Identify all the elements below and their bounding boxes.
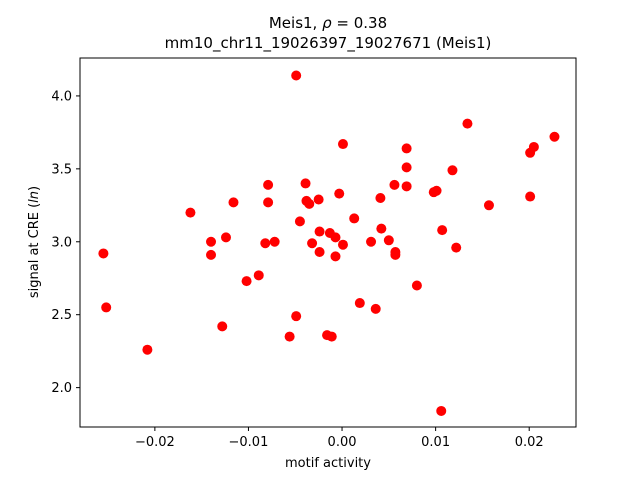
data-point	[260, 238, 271, 249]
data-point	[228, 197, 239, 208]
y-tick-label: 2.0	[51, 381, 72, 396]
data-point	[314, 226, 325, 237]
data-point	[383, 235, 394, 246]
data-point	[326, 331, 337, 342]
data-point	[263, 197, 274, 208]
data-point	[142, 344, 153, 355]
y-tick-label: 2.5	[51, 308, 72, 323]
data-point	[337, 139, 348, 150]
data-point	[206, 236, 217, 247]
data-point	[376, 223, 387, 234]
data-point	[483, 200, 494, 211]
data-point	[354, 298, 365, 309]
x-axis-ticks: −0.02 −0.01 0.00 0.01 0.02	[135, 427, 544, 450]
data-point	[462, 118, 473, 129]
data-point	[241, 276, 252, 287]
data-point	[206, 249, 217, 260]
data-point	[300, 178, 311, 189]
x-tick-label: 0.02	[515, 435, 544, 450]
x-tick-label: 0.00	[328, 435, 357, 450]
data-point	[390, 249, 401, 260]
data-point	[525, 191, 536, 202]
data-point	[370, 303, 381, 314]
chart-title-line-1: Meis1, ρ = 0.38	[269, 14, 387, 32]
data-point	[337, 239, 348, 250]
data-point	[330, 251, 341, 262]
data-point	[330, 232, 341, 243]
data-point	[401, 162, 412, 173]
y-tick-label: 3.5	[51, 162, 72, 177]
data-point	[349, 213, 360, 224]
x-tick-label: −0.01	[229, 435, 269, 450]
y-axis-ticks: 2.0 2.5 3.0 3.5 4.0	[51, 89, 80, 396]
data-point	[389, 179, 400, 190]
data-point	[451, 242, 462, 253]
x-tick-label: 0.01	[421, 435, 450, 450]
data-point	[291, 311, 302, 322]
data-point	[436, 405, 447, 416]
x-tick-label: −0.02	[135, 435, 175, 450]
plot-area-frame	[79, 57, 577, 428]
data-point	[313, 194, 324, 205]
data-point	[263, 179, 274, 190]
y-tick-label: 4.0	[51, 89, 72, 104]
data-point	[528, 141, 539, 152]
y-axis-label: signal at CRE (ln)	[27, 186, 42, 298]
data-point	[375, 193, 386, 204]
data-point	[431, 185, 442, 196]
data-point	[447, 165, 458, 176]
data-point	[253, 270, 264, 281]
data-point	[304, 198, 315, 209]
data-point	[549, 131, 560, 142]
data-point	[220, 232, 231, 243]
data-point	[366, 236, 377, 247]
data-point	[437, 225, 448, 236]
data-point	[307, 238, 318, 249]
data-point	[269, 236, 280, 247]
data-point	[314, 246, 325, 257]
data-point	[294, 216, 305, 227]
data-point	[101, 302, 112, 313]
data-point	[291, 70, 302, 81]
data-point	[284, 331, 295, 342]
chart-title-line-2: mm10_chr11_19026397_19027671 (Meis1)	[165, 34, 492, 53]
data-point	[185, 207, 196, 218]
data-points	[98, 70, 560, 416]
x-axis-label: motif activity	[285, 456, 371, 471]
data-point	[401, 181, 412, 192]
data-point	[401, 143, 412, 154]
data-point	[98, 248, 109, 259]
data-point	[217, 321, 228, 332]
data-point	[334, 188, 345, 199]
data-point	[411, 280, 422, 291]
y-tick-label: 3.0	[51, 235, 72, 250]
